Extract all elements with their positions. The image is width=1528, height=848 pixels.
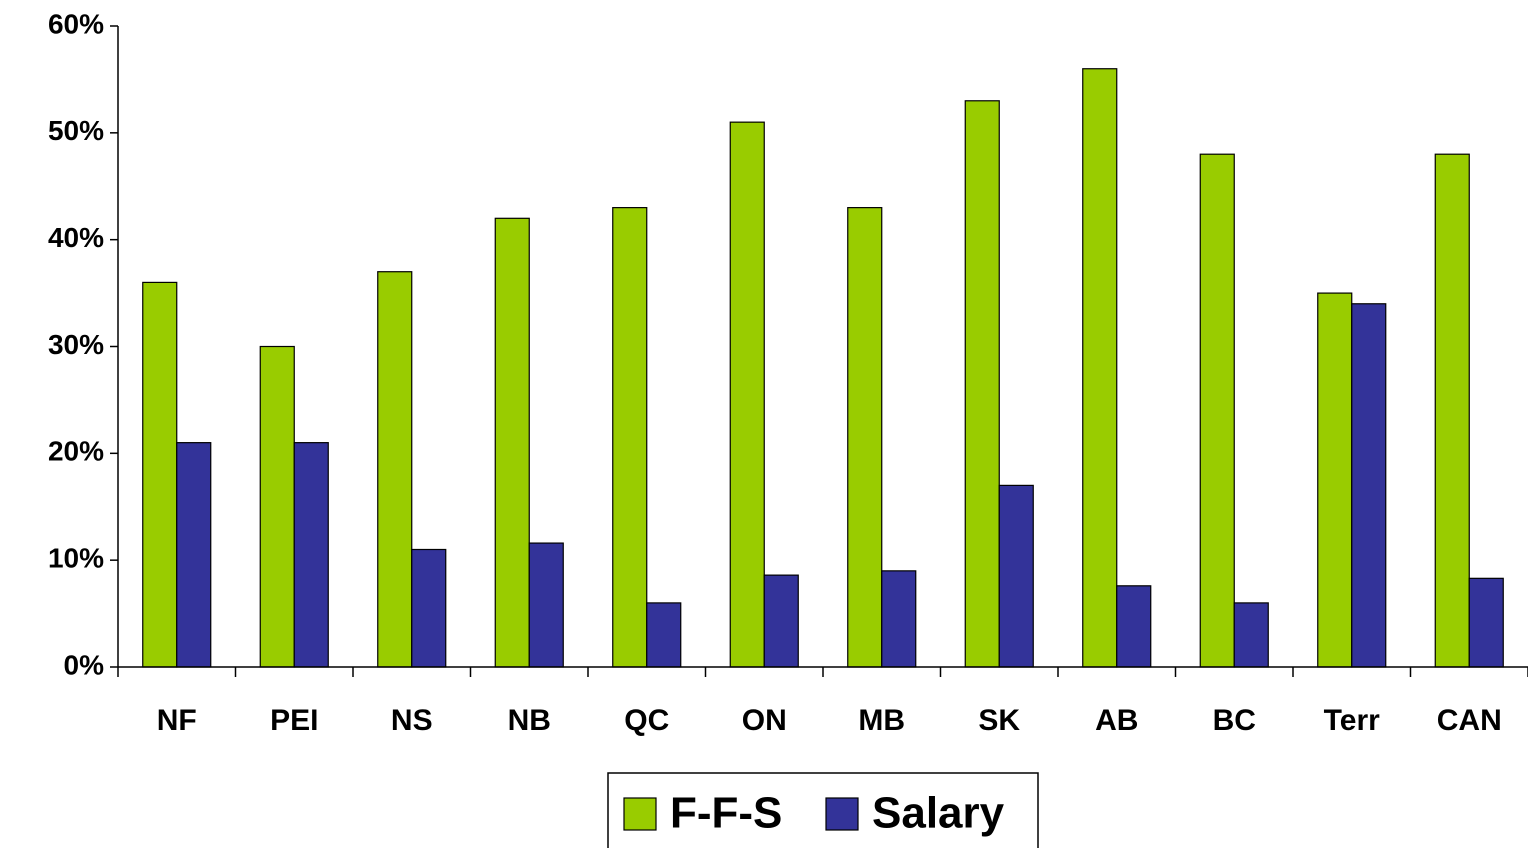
bar — [259, 345, 295, 668]
bar — [1434, 153, 1470, 668]
x-tick-label: NB — [508, 704, 551, 737]
bar — [1351, 303, 1387, 668]
y-tick-label: 0% — [64, 649, 105, 680]
y-tick-label: 40% — [48, 222, 104, 253]
bar — [612, 207, 648, 668]
bar — [646, 602, 682, 668]
x-tick-label: AB — [1095, 704, 1138, 737]
bar — [494, 217, 530, 668]
bar — [1317, 292, 1353, 668]
x-tick-label: Terr — [1324, 704, 1380, 737]
bar — [1468, 577, 1504, 668]
bar — [1116, 585, 1152, 668]
legend-swatch — [825, 797, 859, 831]
x-tick-label: CAN — [1437, 704, 1502, 737]
y-tick-label: 60% — [48, 8, 104, 39]
legend-swatch — [623, 797, 657, 831]
bar — [964, 100, 1000, 668]
legend-label: Salary — [872, 789, 1005, 838]
bar — [377, 271, 413, 668]
legend-box — [607, 772, 1039, 848]
bar — [528, 542, 564, 668]
bar — [847, 207, 883, 668]
x-tick-label: PEI — [270, 704, 318, 737]
x-tick-label: SK — [978, 704, 1020, 737]
x-tick-label: BC — [1213, 704, 1256, 737]
x-tick-label: MB — [858, 704, 905, 737]
bar — [411, 548, 447, 668]
y-tick-label: 20% — [48, 436, 104, 467]
x-tick-label: NS — [391, 704, 433, 737]
legend-label: F-F-S — [670, 789, 782, 838]
bar — [1199, 153, 1235, 668]
x-tick-label: QC — [624, 704, 669, 737]
y-tick-label: 30% — [48, 329, 104, 360]
bar — [142, 281, 178, 668]
y-tick-label: 50% — [48, 115, 104, 146]
x-tick-label: ON — [742, 704, 787, 737]
y-tick-label: 10% — [48, 543, 104, 574]
bar — [729, 121, 765, 668]
bar — [176, 442, 212, 668]
bar — [998, 484, 1034, 668]
bar — [293, 442, 329, 668]
x-tick-label: NF — [157, 704, 197, 737]
bar — [1233, 602, 1269, 668]
bar — [881, 570, 917, 668]
bar — [763, 574, 799, 668]
bar — [1082, 68, 1118, 668]
